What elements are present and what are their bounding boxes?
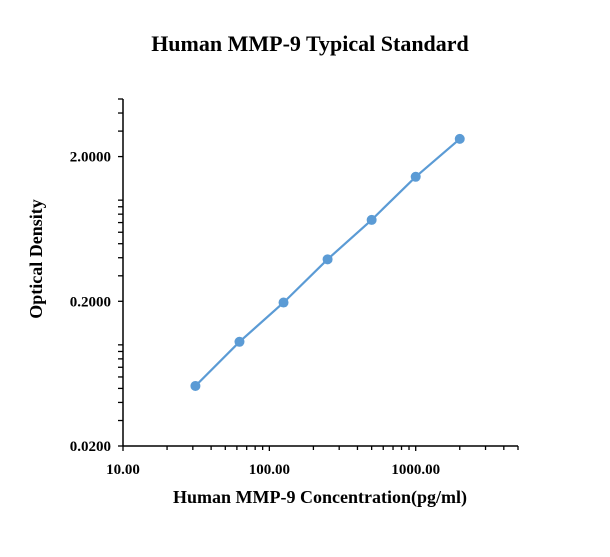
x-tick-label: 100.00 [249,462,290,478]
data-point [366,214,377,225]
data-point [278,297,289,308]
series [190,133,465,391]
y-tick-label: 2.0000 [70,150,111,166]
data-point [190,380,201,391]
axes [122,99,518,447]
y-tick-label: 0.0200 [70,439,111,455]
x-tick-label: 10.00 [106,462,140,478]
tick-labels: 0.0200 0.2000 2.0000 10.00 100.00 1000.00 [70,150,440,478]
data-point [234,336,245,347]
data-point [410,171,421,182]
ticks [118,98,519,451]
y-tick-label: 0.2000 [70,294,111,310]
x-axis-title: Human MMP-9 Concentration(pg/ml) [173,487,467,508]
data-point [322,254,333,265]
data-point [454,133,465,144]
x-tick-label: 1000.00 [391,462,440,478]
chart-title: Human MMP-9 Typical Standard [151,31,469,56]
y-axis-title: Optical Density [26,199,46,319]
